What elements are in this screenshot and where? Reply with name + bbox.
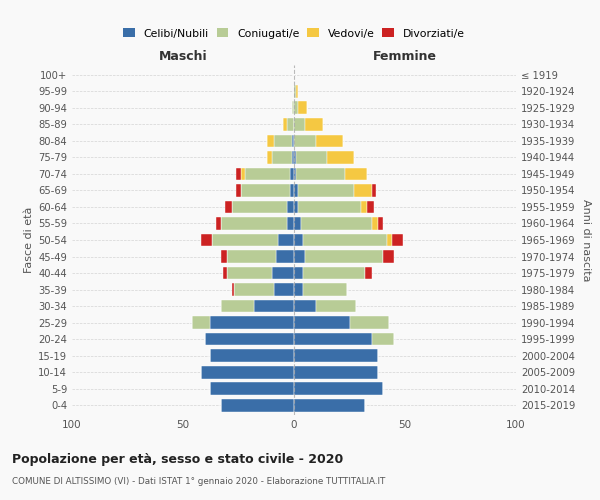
Bar (276, 250, 294, 263)
Bar (294, 85, 296, 98)
Text: Maschi: Maschi (158, 50, 208, 64)
Bar (217, 217, 221, 230)
Bar (292, 151, 294, 164)
Y-axis label: Fasce di età: Fasce di età (24, 207, 34, 273)
Bar (372, 184, 376, 197)
Bar (236, 184, 241, 197)
Bar (205, 332, 294, 345)
Bar (354, 184, 372, 197)
Y-axis label: Anni di nascita: Anni di nascita (581, 198, 591, 281)
Bar (303, 234, 387, 246)
Bar (227, 250, 276, 263)
Bar (292, 134, 294, 147)
Bar (274, 283, 294, 296)
Bar (278, 234, 294, 246)
Bar (328, 151, 354, 164)
Bar (268, 134, 274, 147)
Bar (221, 398, 294, 411)
Bar (294, 168, 296, 180)
Bar (290, 184, 294, 197)
Bar (296, 151, 328, 164)
Bar (294, 200, 298, 213)
Bar (298, 200, 361, 213)
Text: Femmine: Femmine (373, 50, 437, 64)
Bar (367, 200, 374, 213)
Bar (296, 168, 345, 180)
Bar (294, 250, 305, 263)
Bar (301, 217, 372, 230)
Bar (287, 200, 294, 213)
Bar (245, 168, 290, 180)
Bar (296, 85, 298, 98)
Bar (236, 168, 241, 180)
Bar (283, 118, 287, 131)
Bar (209, 316, 294, 329)
Bar (232, 283, 234, 296)
Bar (294, 151, 296, 164)
Legend: Celibi/Nubili, Coniugati/e, Vedovi/e, Divorziati/e: Celibi/Nubili, Coniugati/e, Vedovi/e, Di… (123, 28, 465, 38)
Bar (387, 234, 392, 246)
Bar (274, 134, 292, 147)
Bar (294, 398, 365, 411)
Bar (212, 234, 278, 246)
Bar (316, 300, 356, 312)
Bar (294, 134, 316, 147)
Bar (303, 266, 365, 280)
Bar (294, 349, 379, 362)
Bar (294, 217, 301, 230)
Bar (292, 102, 294, 114)
Text: Popolazione per età, sesso e stato civile - 2020: Popolazione per età, sesso e stato civil… (12, 452, 343, 466)
Bar (372, 332, 394, 345)
Bar (392, 234, 403, 246)
Bar (316, 134, 343, 147)
Bar (254, 300, 294, 312)
Bar (192, 316, 209, 329)
Bar (294, 234, 303, 246)
Bar (221, 250, 227, 263)
Bar (294, 102, 298, 114)
Bar (379, 217, 383, 230)
Bar (268, 151, 272, 164)
Bar (305, 118, 323, 131)
Bar (294, 382, 383, 395)
Bar (272, 266, 294, 280)
Bar (294, 366, 379, 378)
Bar (294, 300, 316, 312)
Bar (298, 102, 307, 114)
Bar (294, 316, 349, 329)
Bar (201, 366, 294, 378)
Bar (365, 266, 372, 280)
Bar (349, 316, 389, 329)
Bar (345, 168, 367, 180)
Bar (225, 200, 232, 213)
Bar (209, 349, 294, 362)
Bar (221, 217, 287, 230)
Bar (227, 266, 272, 280)
Bar (221, 300, 254, 312)
Bar (305, 250, 383, 263)
Bar (303, 283, 347, 296)
Bar (383, 250, 394, 263)
Bar (241, 184, 290, 197)
Bar (372, 217, 379, 230)
Bar (294, 118, 305, 131)
Bar (232, 200, 287, 213)
Bar (361, 200, 367, 213)
Bar (298, 184, 354, 197)
Text: COMUNE DI ALTISSIMO (VI) - Dati ISTAT 1° gennaio 2020 - Elaborazione TUTTITALIA.: COMUNE DI ALTISSIMO (VI) - Dati ISTAT 1°… (12, 478, 385, 486)
Bar (201, 234, 212, 246)
Bar (241, 168, 245, 180)
Bar (272, 151, 292, 164)
Bar (294, 266, 303, 280)
Bar (294, 283, 303, 296)
Bar (209, 382, 294, 395)
Bar (234, 283, 274, 296)
Bar (294, 184, 298, 197)
Bar (287, 118, 294, 131)
Bar (294, 332, 372, 345)
Bar (223, 266, 227, 280)
Bar (290, 168, 294, 180)
Bar (287, 217, 294, 230)
